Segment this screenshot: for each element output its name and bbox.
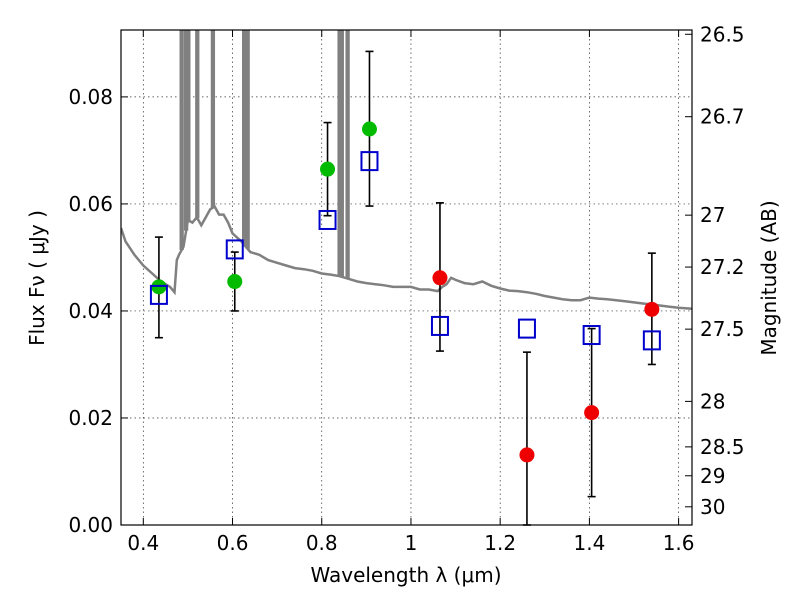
emission-line (186, 30, 191, 221)
model-photometry-square (430, 315, 449, 336)
y-tick-label: 0.06 (68, 192, 113, 216)
right-tick-label: 30 (700, 495, 725, 519)
observed-flux-point (644, 301, 660, 317)
y-tick-label: 0.00 (68, 513, 113, 537)
observed-flux-point (361, 121, 377, 137)
x-tick-label: 1.6 (663, 531, 695, 555)
y-tick-label: 0.04 (68, 299, 113, 323)
y-tick-label: 0.02 (68, 406, 113, 430)
y-tick-label: 0.08 (68, 85, 113, 109)
x-tick-label: 0.6 (217, 531, 249, 555)
right-tick-label: 26.5 (700, 22, 745, 46)
right-tick-label: 28 (700, 389, 725, 413)
model-photometry-square (149, 284, 168, 305)
right-axis-label: Magnitude (AB) (757, 200, 781, 355)
emission-line (195, 30, 200, 219)
right-tick-label: 28.5 (700, 435, 745, 459)
model-photometry-square (642, 330, 661, 351)
emission-line (345, 30, 350, 279)
model-photometry-square (225, 239, 244, 260)
right-tick-label: 27.5 (700, 317, 745, 341)
model-photometry-square (582, 325, 601, 346)
model-photometry-square (360, 151, 379, 172)
plot-frame (120, 29, 693, 526)
model-spectrum-line (121, 204, 692, 311)
right-axis-ticks: 26.5 26.7 27 27.2 27.5 28 28.5 29 30 (685, 22, 745, 519)
x-tick-label: 1.2 (484, 531, 516, 555)
plot-area (121, 30, 692, 311)
right-tick-label: 26.7 (700, 105, 745, 129)
model-photometry-square (517, 318, 536, 339)
x-tick-label: 1 (405, 531, 418, 555)
x-tick-label: 0.4 (127, 531, 159, 555)
observed-flux-point (320, 161, 336, 177)
grid-lines (121, 30, 692, 525)
observed-flux-point (432, 270, 448, 286)
x-axis-label: Wavelength λ (μm) (310, 563, 501, 587)
emission-line (339, 30, 344, 277)
model-photometry-square (318, 209, 337, 230)
y-axis-label: Flux Fν ( μJy ) (25, 210, 49, 346)
emission-line (210, 30, 216, 208)
emission-line (179, 30, 184, 250)
observed-flux-point (519, 447, 535, 463)
data-points (149, 50, 661, 526)
right-tick-label: 27 (700, 203, 725, 227)
y-axis-ticks: 0.00 0.02 0.04 0.06 0.08 (68, 85, 128, 537)
observed-flux-point (584, 405, 600, 421)
x-axis-ticks: 0.4 0.6 0.8 1 1.2 1.4 1.6 (127, 30, 695, 555)
x-tick-label: 0.8 (306, 531, 338, 555)
emission-line (245, 30, 250, 249)
x-tick-label: 1.4 (573, 531, 605, 555)
observed-flux-point (227, 274, 243, 290)
right-tick-label: 27.2 (700, 255, 745, 279)
right-tick-label: 29 (700, 464, 725, 488)
